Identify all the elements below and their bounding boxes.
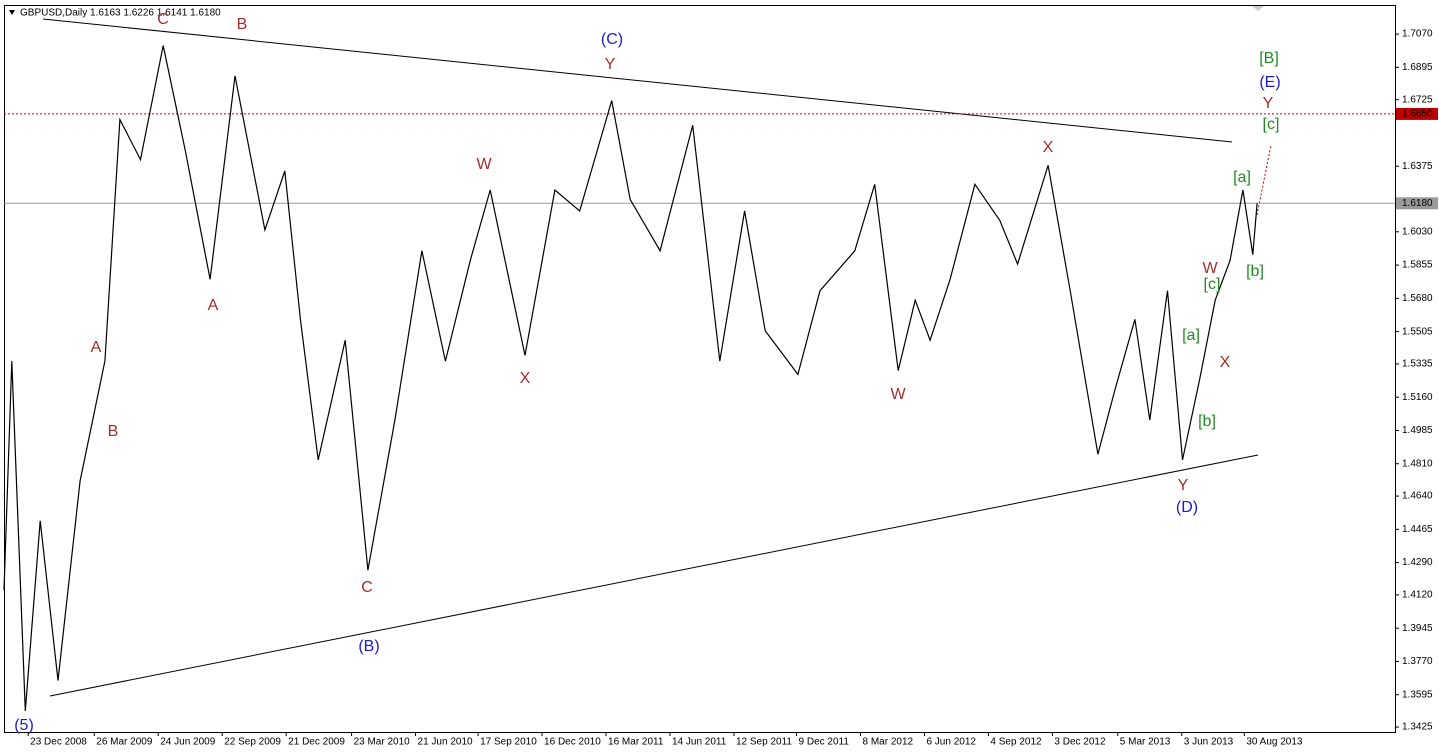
chart-header: GBPUSD,Daily 1.6163 1.6226 1.6141 1.6180 xyxy=(20,8,221,19)
x-tick-label: 23 Mar 2010 xyxy=(354,737,411,748)
wave-label: [c] xyxy=(1263,116,1280,133)
y-tick-label: 1.4465 xyxy=(1402,524,1433,535)
wave-label: (B) xyxy=(358,638,379,655)
x-tick-label: 6 Jun 2012 xyxy=(926,737,976,748)
x-tick-label: 4 Sep 2012 xyxy=(990,737,1042,748)
wave-label: [B] xyxy=(1259,50,1279,67)
price-level-label: 1.6180 xyxy=(1402,198,1433,209)
y-tick-label: 1.4290 xyxy=(1402,557,1433,568)
x-tick-label: 17 Sep 2010 xyxy=(480,737,537,748)
y-tick-label: 1.6375 xyxy=(1402,161,1433,172)
wave-label: X xyxy=(520,370,531,387)
y-tick-label: 1.5160 xyxy=(1402,392,1433,403)
x-tick-label: 26 Mar 2009 xyxy=(96,737,153,748)
x-tick-label: 8 Mar 2012 xyxy=(862,737,913,748)
y-tick-label: 1.3945 xyxy=(1402,623,1433,634)
wave-label: [b] xyxy=(1246,263,1264,280)
y-tick-label: 1.3595 xyxy=(1402,689,1433,700)
y-tick-label: 1.6030 xyxy=(1402,226,1433,237)
x-tick-label: 3 Jun 2013 xyxy=(1184,737,1234,748)
wave-label: [c] xyxy=(1204,276,1221,293)
wave-label: W xyxy=(890,386,906,403)
price-level-label: 1.6650 xyxy=(1402,109,1433,120)
x-tick-label: 16 Dec 2010 xyxy=(544,737,601,748)
x-tick-label: 22 Sep 2009 xyxy=(224,737,281,748)
y-tick-label: 1.3425 xyxy=(1402,722,1433,733)
y-tick-label: 1.6725 xyxy=(1402,94,1433,105)
wave-label: W xyxy=(476,156,492,173)
price-line xyxy=(3,45,1258,711)
x-tick-label: 24 Jun 2009 xyxy=(160,737,215,748)
wave-label: Y xyxy=(605,56,616,73)
menu-arrow xyxy=(9,10,15,15)
wave-label: (D) xyxy=(1176,499,1198,516)
plot-frame xyxy=(4,5,1396,733)
wave-label: B xyxy=(237,16,248,33)
y-tick-label: 1.5680 xyxy=(1402,293,1433,304)
upper-trendline xyxy=(42,18,1233,143)
wave-label: A xyxy=(208,297,219,314)
wave-label: [a] xyxy=(1182,327,1200,344)
scroll-marker xyxy=(1252,6,1264,11)
y-tick-label: 1.4120 xyxy=(1402,590,1433,601)
y-tick-label: 1.5855 xyxy=(1402,260,1433,271)
y-tick-label: 1.4640 xyxy=(1402,491,1433,502)
y-tick-label: 1.4985 xyxy=(1402,425,1433,436)
price-level-box xyxy=(1396,197,1438,210)
x-tick-label: 12 Sep 2011 xyxy=(736,737,792,748)
x-tick-label: 21 Jun 2010 xyxy=(418,737,473,748)
wave-label: C xyxy=(361,579,373,596)
wave-label: B xyxy=(108,423,119,440)
wave-label: (C) xyxy=(601,31,623,48)
x-tick-label: 21 Dec 2009 xyxy=(288,737,345,748)
x-tick-label: 16 Mar 2011 xyxy=(608,737,664,748)
x-tick-label: 9 Dec 2011 xyxy=(799,737,850,748)
price-level-box xyxy=(1396,107,1438,120)
lower-trendline xyxy=(49,454,1259,697)
wave-label: Y xyxy=(1263,95,1274,112)
wave-label: C xyxy=(157,11,169,28)
wave-label: [a] xyxy=(1233,169,1251,186)
x-tick-label: 3 Dec 2012 xyxy=(1054,737,1106,748)
y-tick-label: 1.3770 xyxy=(1402,656,1433,667)
y-tick-label: 1.5335 xyxy=(1402,359,1433,370)
wave-label: [b] xyxy=(1198,413,1216,430)
wave-label: (5) xyxy=(14,717,34,734)
x-tick-label: 23 Dec 2008 xyxy=(30,737,87,748)
y-tick-label: 1.5505 xyxy=(1402,326,1433,337)
wave-label: X xyxy=(1043,139,1054,156)
wave-label: X xyxy=(1220,354,1231,371)
y-tick-label: 1.6895 xyxy=(1402,62,1433,73)
x-tick-label: 30 Aug 2013 xyxy=(1246,737,1303,748)
wave-label: W xyxy=(1202,260,1218,277)
x-tick-label: 5 Mar 2013 xyxy=(1120,737,1171,748)
x-tick-label: 14 Jun 2011 xyxy=(672,737,727,748)
wave-label: A xyxy=(91,339,102,356)
wave-label: (E) xyxy=(1259,74,1280,91)
y-tick-label: 1.7070 xyxy=(1402,29,1433,40)
wave-label: Y xyxy=(1178,477,1189,494)
y-tick-label: 1.4810 xyxy=(1402,458,1433,469)
